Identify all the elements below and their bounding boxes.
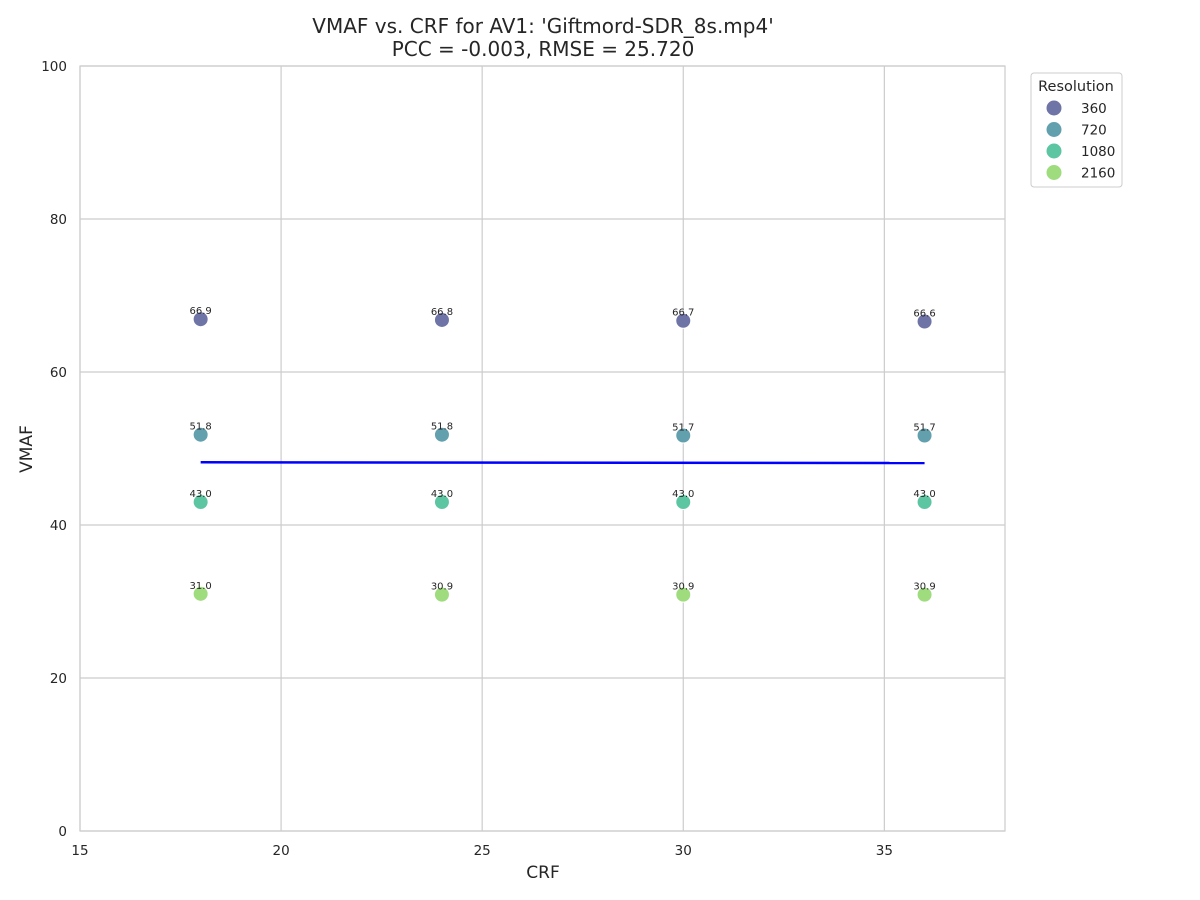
data-point — [916, 586, 933, 603]
legend-label: 720 — [1081, 123, 1107, 139]
x-axis-label: CRF — [526, 863, 559, 883]
x-tick-label: 30 — [675, 843, 692, 859]
data-label: 51.8 — [431, 422, 453, 433]
data-label: 30.9 — [672, 582, 694, 593]
data-point — [192, 311, 209, 328]
legend-marker — [1046, 165, 1062, 180]
y-axis-label: VMAF — [17, 425, 37, 473]
data-point — [916, 494, 933, 511]
data-label: 66.7 — [672, 308, 694, 319]
data-label: 51.7 — [913, 422, 935, 433]
data-label: 43.0 — [672, 489, 694, 500]
data-point — [433, 494, 450, 511]
legend-item-720: 720 — [1046, 122, 1107, 139]
data-label: 43.0 — [431, 489, 453, 500]
legend-item-360: 360 — [1046, 100, 1107, 117]
data-point — [675, 312, 692, 329]
data-points: 66.9 66.8 66.7 66.651.8 51.8 51.7 51.743.0 43.0… — [190, 306, 936, 603]
data-point — [433, 311, 450, 328]
grid — [79, 65, 1005, 832]
regression-line-segment — [200, 461, 925, 465]
data-label: 66.9 — [190, 306, 212, 317]
legend-label: 2160 — [1081, 166, 1115, 182]
data-point — [916, 313, 933, 330]
data-label: 51.8 — [190, 422, 212, 433]
regression-line — [200, 461, 925, 465]
plot-frame — [79, 65, 1006, 832]
x-tick-label: 25 — [474, 843, 491, 859]
data-label: 51.7 — [672, 422, 694, 433]
legend: Resolution 360 720 1080 2160 — [1030, 72, 1123, 188]
data-point — [433, 426, 450, 443]
y-tick-label: 20 — [50, 671, 67, 687]
y-tick-label: 40 — [50, 518, 67, 534]
y-tick-label: 0 — [58, 824, 67, 840]
data-label: 31.0 — [190, 581, 212, 592]
series-1080: 43.0 43.0 43.0 43.0 — [190, 489, 936, 511]
chart-subtitle: PCC = -0.003, RMSE = 25.720 — [392, 37, 695, 61]
y-tick-label: 80 — [50, 212, 67, 228]
series-360: 66.9 66.8 66.7 66.6 — [190, 306, 936, 330]
x-tick-label: 15 — [71, 843, 88, 859]
data-point — [675, 586, 692, 603]
series-720: 51.8 51.8 51.7 51.7 — [190, 422, 936, 444]
series-2160: 31.0 30.9 30.9 30.9 — [190, 581, 936, 603]
y-tick-label: 60 — [50, 365, 67, 381]
legend-item-1080: 1080 — [1046, 143, 1115, 160]
data-label: 43.0 — [913, 489, 935, 500]
data-point — [192, 494, 209, 511]
data-point — [192, 426, 209, 443]
legend-marker — [1046, 122, 1062, 137]
chart-title: VMAF vs. CRF for AV1: 'Giftmord-SDR_8s.m… — [312, 14, 773, 38]
data-label: 30.9 — [431, 582, 453, 593]
data-label: 30.9 — [913, 582, 935, 593]
data-label: 43.0 — [190, 489, 212, 500]
legend-item-2160: 2160 — [1046, 165, 1115, 182]
data-point — [675, 494, 692, 511]
data-label: 66.8 — [431, 307, 453, 318]
axis-ticks: 15 20 25 30 35 0 20 40 60 80 100 — [41, 59, 893, 859]
legend-marker — [1046, 143, 1062, 159]
x-tick-label: 20 — [272, 843, 289, 859]
legend-items: 360 720 1080 2160 — [1046, 100, 1115, 182]
data-label: 66.6 — [913, 309, 935, 320]
legend-label: 1080 — [1081, 144, 1115, 160]
data-point — [433, 586, 450, 603]
y-tick-label: 100 — [41, 59, 67, 75]
data-point — [675, 427, 692, 444]
legend-marker — [1046, 100, 1062, 116]
data-point — [916, 427, 933, 444]
x-tick-label: 35 — [876, 843, 893, 859]
legend-label: 360 — [1081, 101, 1107, 117]
data-point — [192, 585, 209, 602]
legend-title: Resolution — [1038, 79, 1114, 95]
